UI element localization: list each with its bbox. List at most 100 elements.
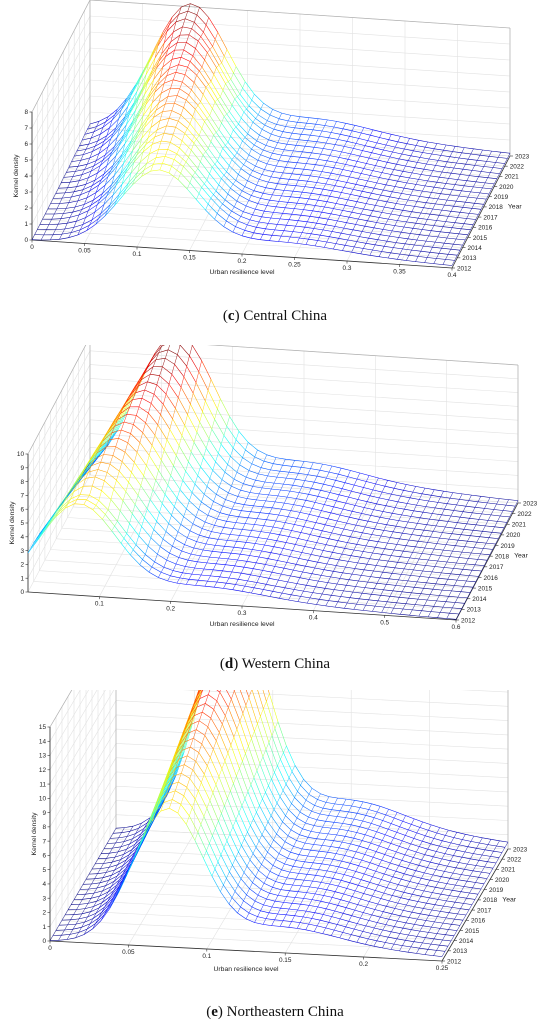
mesh-segment-x-col [475, 176, 479, 182]
mesh-segment-year-row [298, 473, 308, 475]
mesh-segment-year-row [450, 842, 460, 846]
mesh-segment-x-col [376, 137, 380, 143]
mesh-segment-x-col [306, 117, 310, 124]
mesh-segment-year-row [472, 887, 482, 890]
mesh-segment-year-row [164, 31, 174, 43]
mesh-segment-year-row [262, 506, 273, 509]
mesh-segment-year-row [204, 585, 215, 588]
mesh-segment-year-row [407, 199, 418, 202]
mesh-segment-year-row [266, 584, 276, 587]
mesh-segment-x-col [388, 555, 392, 562]
mesh-segment-year-row [299, 834, 309, 838]
mesh-segment-x-col [362, 526, 366, 533]
mesh-segment-x-col [420, 588, 424, 594]
mesh-segment-year-row [461, 152, 471, 155]
mesh-segment-year-row [258, 114, 268, 121]
mesh-segment-x-col [223, 583, 227, 589]
mesh-segment-year-row [212, 46, 222, 64]
mesh-segment-year-row [384, 485, 395, 489]
mesh-segment-x-col [316, 217, 320, 224]
mesh-segment-year-row [292, 484, 303, 487]
mesh-segment-x-col [359, 150, 363, 157]
mesh-segment-x-col [345, 497, 349, 504]
mesh-segment-year-row [354, 206, 364, 210]
mesh-segment-year-row [358, 519, 369, 522]
mesh-segment-x-col [89, 457, 93, 462]
mesh-segment-x-col [203, 562, 208, 570]
mesh-segment-year-row [324, 206, 334, 209]
mesh-segment-x-col [154, 554, 158, 562]
mesh-segment-x-col [394, 220, 398, 226]
mesh-segment-year-row [449, 878, 459, 881]
mesh-segment-year-row [399, 846, 408, 850]
z-tick-label: 8 [24, 109, 28, 116]
mesh-segment-year-row [317, 496, 328, 499]
mesh-segment-x-col [443, 561, 448, 568]
mesh-segment-x-col [396, 538, 400, 545]
mesh-segment-year-row [319, 813, 329, 816]
mesh-segment-year-row [194, 690, 204, 704]
mesh-segment-year-row [102, 874, 112, 878]
mesh-segment-year-row [154, 133, 165, 138]
mesh-segment-year-row [338, 473, 348, 477]
mesh-segment-year-row [125, 857, 135, 869]
mesh-segment-x-col [449, 227, 453, 233]
mesh-segment-year-row [191, 573, 202, 576]
mesh-segment-x-col [342, 164, 346, 170]
mesh-segment-x-col [296, 512, 301, 519]
mesh-segment-x-col [379, 172, 383, 178]
mesh-segment-year-row [248, 105, 259, 115]
mesh-segment-year-row [427, 867, 436, 870]
mesh-segment-year-row [167, 484, 178, 499]
mesh-segment-x-col [348, 555, 352, 562]
mesh-segment-year-row [386, 584, 396, 586]
mesh-segment-x-col [169, 59, 173, 69]
mesh-segment-x-col [426, 577, 430, 583]
mesh-segment-x-col [126, 406, 131, 415]
mesh-segment-year-row [369, 255, 380, 257]
mesh-segment-year-row [324, 588, 335, 590]
mesh-segment-year-row [401, 231, 411, 234]
mesh-segment-year-row [54, 213, 64, 215]
mesh-segment-year-row [220, 533, 231, 535]
mesh-segment-year-row [150, 373, 160, 376]
mesh-segment-year-row [308, 816, 318, 821]
mesh-segment-x-col [346, 517, 350, 524]
mesh-segment-year-row [371, 803, 381, 807]
mesh-segment-x-col [417, 157, 421, 163]
mesh-segment-year-row [61, 232, 72, 235]
mesh-segment-year-row [423, 168, 433, 171]
mesh-segment-x-col [219, 570, 223, 577]
mesh-segment-year-row [179, 88, 189, 96]
mesh-segment-year-row [363, 127, 374, 131]
mesh-segment-x-col [453, 201, 457, 207]
mesh-segment-year-row [171, 515, 181, 525]
mesh-segment-year-row [138, 822, 148, 829]
mesh-segment-year-row [103, 165, 114, 175]
mesh-segment-x-col [82, 473, 86, 478]
mesh-segment-year-row [183, 166, 193, 177]
mesh-segment-year-row [357, 499, 368, 502]
mesh-segment-x-col [27, 547, 31, 554]
mesh-segment-year-row [452, 227, 462, 230]
mesh-segment-x-col [503, 522, 507, 528]
mesh-segment-x-col [90, 131, 95, 139]
mesh-segment-x-col [217, 398, 221, 410]
mesh-segment-x-col [251, 456, 255, 464]
mesh-segment-year-row [134, 504, 145, 518]
mesh-segment-x-col [84, 197, 88, 205]
mesh-segment-year-row [171, 373, 182, 388]
mesh-segment-x-col [379, 492, 383, 498]
mesh-segment-year-row [135, 828, 145, 834]
mesh-segment-year-row [276, 124, 286, 127]
mesh-segment-x-col [320, 569, 325, 576]
mesh-segment-x-col [224, 49, 228, 57]
mesh-segment-year-row [178, 397, 188, 415]
mesh-segment-year-row [384, 246, 394, 248]
mesh-segment-x-col [56, 203, 60, 210]
mesh-segment-year-row [111, 109, 122, 121]
mesh-segment-year-row [437, 236, 447, 239]
mesh-segment-x-col [118, 140, 122, 147]
mesh-segment-year-row [461, 228, 471, 230]
mesh-segment-x-col [448, 590, 452, 597]
